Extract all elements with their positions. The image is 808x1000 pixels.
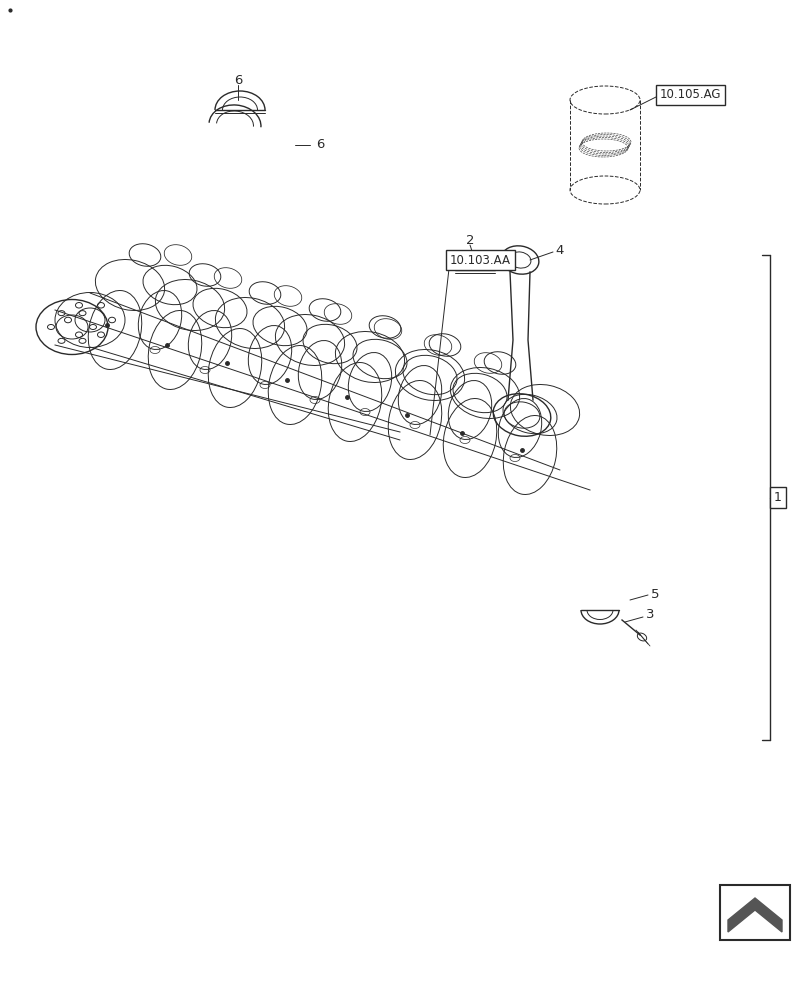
Text: 10.103.AA: 10.103.AA [450,253,511,266]
Text: 10.105.AG: 10.105.AG [660,89,722,102]
Text: 1: 1 [774,491,782,504]
FancyBboxPatch shape [720,885,790,940]
Polygon shape [728,898,782,932]
Text: 4: 4 [556,243,564,256]
Text: 3: 3 [646,608,654,621]
Text: 2: 2 [465,233,474,246]
Text: 6: 6 [234,74,242,87]
Text: 5: 5 [650,588,659,601]
Text: 6: 6 [316,138,324,151]
